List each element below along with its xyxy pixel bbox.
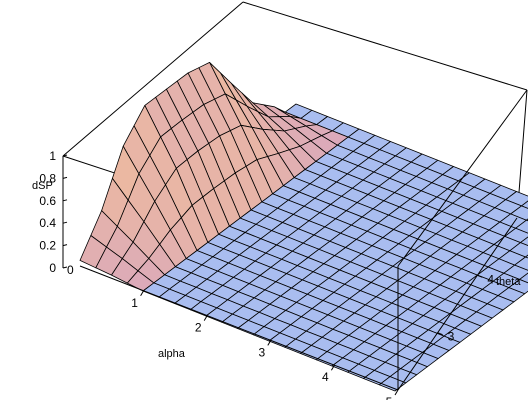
z-axis-tick-label: 0.2: [39, 239, 56, 253]
z-axis-tick: [62, 221, 68, 224]
x-axis-tick: [330, 364, 335, 371]
y-axis-label: theta: [496, 276, 521, 288]
x-axis-tick: [394, 389, 399, 396]
z-axis-tick-label: 1: [49, 149, 56, 163]
z-axis-tick: [62, 244, 68, 247]
x-axis-tick-label: 3: [258, 345, 265, 359]
box-edge: [62, 1, 244, 157]
y-axis-tick-label: 3: [448, 330, 455, 344]
z-axis-tick: [62, 176, 68, 179]
z-axis-tick: [62, 199, 68, 202]
x-axis-tick: [140, 290, 145, 297]
surface-mesh: [79, 62, 528, 392]
z-axis-label: dSP: [32, 180, 53, 192]
z-axis-tick-label: 0.4: [39, 216, 56, 230]
x-axis-tick: [267, 340, 272, 346]
y-axis-line: [397, 217, 518, 391]
x-axis-tick: [203, 315, 208, 321]
box-edge: [397, 89, 528, 267]
z-axis-tick-label: 0.6: [39, 194, 56, 208]
z-axis-tick-label: 0.8: [39, 171, 56, 185]
z-axis-tick: [62, 266, 68, 269]
y-axis-tick: [477, 274, 483, 278]
x-axis-tick-label: 5: [386, 395, 393, 400]
x-axis-label: alpha: [158, 348, 186, 360]
z-axis-tick-label: 0: [49, 261, 56, 275]
surface-face: [378, 376, 407, 392]
surface-face: [525, 254, 528, 259]
x-axis-line: [79, 265, 399, 391]
y-axis-tick-label: 4: [487, 272, 494, 286]
box-edge: [242, 1, 528, 91]
surface-face: [521, 200, 528, 209]
x-axis: 1 2 3 4 5: [79, 265, 399, 400]
z-axis: 0 0.2 0.4 0.6 0.8 1 0: [39, 149, 74, 277]
x-axis-tick-label: 0: [67, 263, 74, 277]
y-axis-tick: [437, 332, 443, 336]
bounding-box-front: [397, 89, 528, 390]
z-axis-tick: [62, 154, 68, 157]
y-axis: 34: [397, 217, 518, 391]
x-axis-tick-label: 1: [131, 296, 138, 310]
x-axis-tick-label: 2: [195, 321, 202, 335]
surface-face: [519, 272, 528, 284]
x-axis-tick-label: 4: [322, 370, 329, 384]
